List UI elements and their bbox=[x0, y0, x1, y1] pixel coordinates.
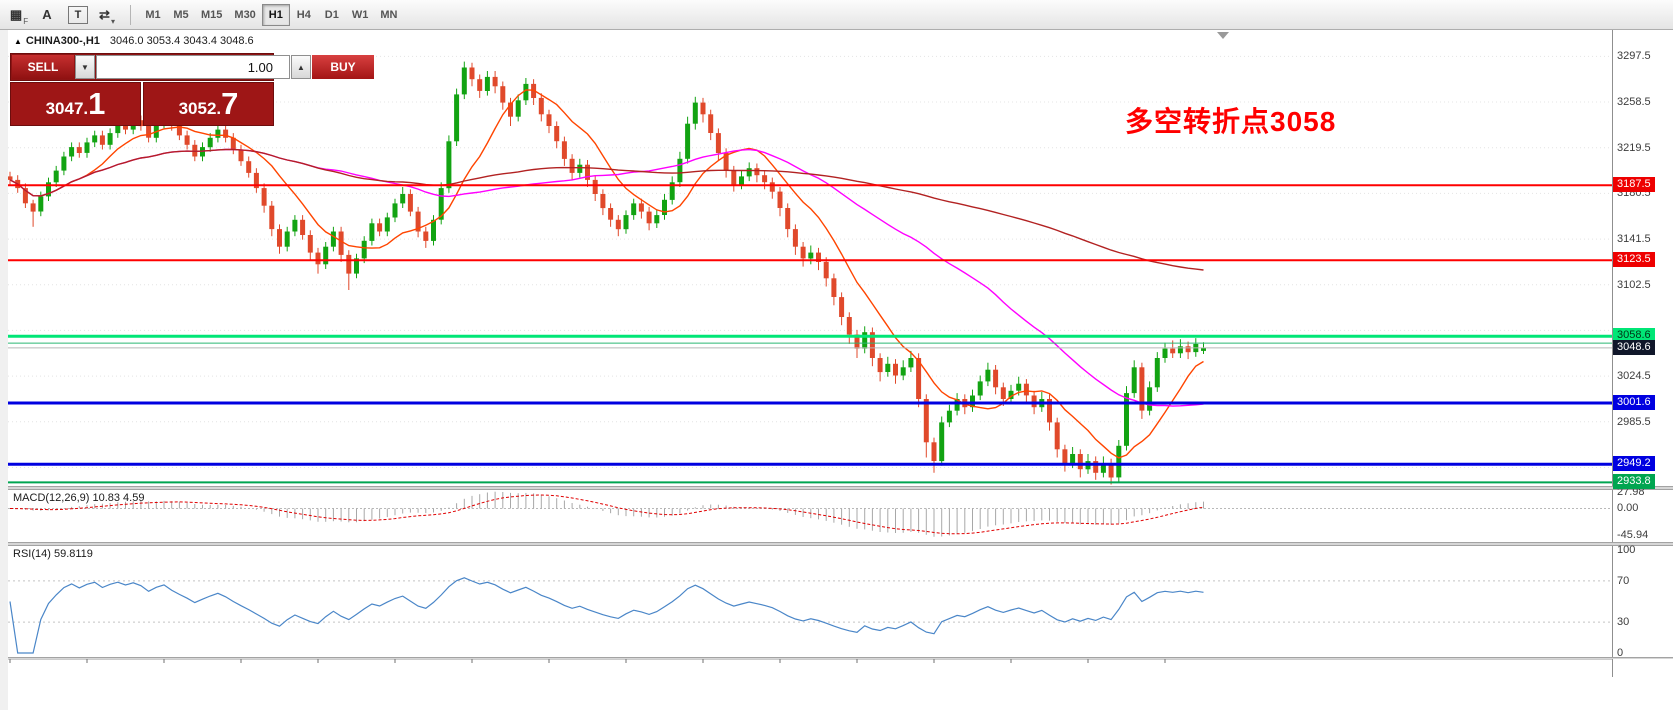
timeframe-m30[interactable]: M30 bbox=[234, 8, 256, 21]
label-tool-icon[interactable]: T bbox=[68, 5, 88, 24]
chart-shift-marker bbox=[1217, 32, 1229, 39]
timeframe-h1[interactable]: H1 bbox=[261, 3, 290, 26]
toolbar: ▦ F A T ⇄ ▾ M1 M5 M15 M30 H1 H4 D1 W1 MN bbox=[0, 0, 1673, 30]
symbol-name: CHINA300-,H1 bbox=[25, 35, 100, 47]
timeframe-m15[interactable]: M15 bbox=[201, 8, 223, 21]
timeframe-m1[interactable]: M1 bbox=[145, 8, 161, 21]
grid-pattern-icon[interactable]: ▦ F bbox=[9, 6, 29, 26]
sell-price-pips: 1 bbox=[88, 86, 106, 121]
text-tool-icon[interactable]: A bbox=[42, 7, 52, 22]
collapse-arrow-icon[interactable]: ▲ bbox=[14, 37, 22, 46]
panel-splitter[interactable] bbox=[8, 657, 1673, 659]
panel-splitter[interactable] bbox=[8, 486, 1673, 490]
timeframe-m5[interactable]: M5 bbox=[173, 8, 189, 21]
arrows-tool-icon[interactable]: ⇄ ▾ bbox=[99, 6, 115, 26]
sell-button[interactable]: SELL bbox=[12, 55, 74, 79]
sell-price-display[interactable]: 3047. 1 bbox=[10, 82, 141, 126]
one-click-trading-panel: SELL ▼ ▲ BUY 3047.1 3052.7 bbox=[10, 53, 374, 126]
panel-splitter[interactable] bbox=[8, 542, 1673, 546]
toolbar-separator bbox=[130, 4, 131, 25]
timeframe-buttons: M1 M5 M15 M30 H1 H4 D1 W1 MN bbox=[139, 3, 403, 26]
sell-price: 3047. bbox=[45, 99, 89, 118]
main-chart[interactable] bbox=[8, 30, 1612, 486]
chart-title: ▲ CHINA300-,H1 3046.0 3053.4 3043.4 3048.6 bbox=[14, 35, 254, 47]
timeframe-h4[interactable]: H4 bbox=[296, 8, 311, 21]
toolbar-icons: ▦ F A T ⇄ ▾ bbox=[6, 4, 122, 26]
time-axis[interactable] bbox=[8, 659, 1612, 677]
volume-input[interactable] bbox=[96, 55, 290, 79]
timeframe-w1[interactable]: W1 bbox=[351, 8, 369, 21]
macd-panel[interactable] bbox=[8, 490, 1612, 542]
rsi-panel[interactable] bbox=[8, 546, 1612, 657]
macd-indicator-label: MACD(12,26,9) 10.83 4.59 bbox=[13, 492, 145, 504]
price-axis[interactable] bbox=[1612, 30, 1673, 677]
timeframe-mn[interactable]: MN bbox=[380, 8, 398, 21]
chart-annotation: 多空转折点3058 bbox=[1125, 106, 1337, 137]
buy-button[interactable]: BUY bbox=[312, 55, 374, 79]
volume-up-button[interactable]: ▲ bbox=[291, 55, 311, 79]
buy-price: 3052. bbox=[178, 99, 222, 118]
timeframe-d1[interactable]: D1 bbox=[324, 8, 339, 21]
ohlc-readout: 3046.0 3053.4 3043.4 3048.6 bbox=[109, 35, 254, 47]
buy-price-pips: 7 bbox=[221, 86, 239, 121]
rsi-indicator-label: RSI(14) 59.8119 bbox=[13, 548, 93, 560]
volume-down-button[interactable]: ▼ bbox=[75, 55, 95, 79]
buy-price-display[interactable]: 3052. 7 bbox=[143, 82, 274, 126]
